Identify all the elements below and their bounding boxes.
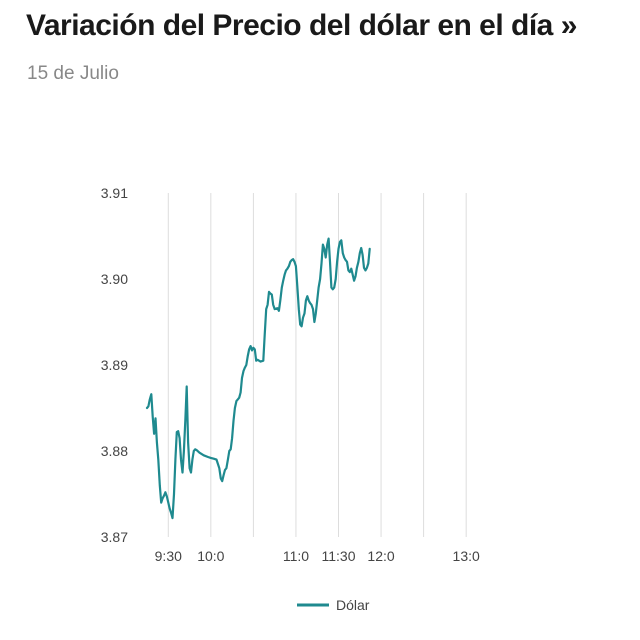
y-tick-label: 3.91 (101, 185, 128, 201)
legend-label: Dólar (336, 597, 370, 613)
x-tick-label: 13:0 (453, 548, 480, 564)
x-tick-label: 12:0 (367, 548, 394, 564)
x-tick-label: 9:30 (155, 548, 182, 564)
chart-title: Variación del Precio del dólar en el día… (26, 9, 577, 42)
x-tick-label: 11:30 (322, 548, 356, 564)
y-tick-label: 3.87 (101, 529, 128, 545)
x-axis: 9:30 10:0 11:0 11:30 12:0 13:0 (155, 548, 480, 564)
y-tick-label: 3.90 (101, 271, 128, 287)
y-axis: 3.91 3.90 3.89 3.88 3.87 (101, 185, 128, 545)
y-tick-label: 3.89 (101, 357, 128, 373)
gridlines (167, 193, 467, 537)
series-layer (145, 237, 371, 520)
y-tick-label: 3.88 (101, 443, 128, 459)
chart-subtitle: 15 de Julio (27, 63, 119, 84)
x-tick-label: 11:0 (283, 548, 309, 564)
series-line-dolar[interactable] (145, 237, 371, 520)
x-tick-label: 10:0 (197, 548, 224, 564)
legend[interactable]: Dólar (297, 597, 370, 613)
